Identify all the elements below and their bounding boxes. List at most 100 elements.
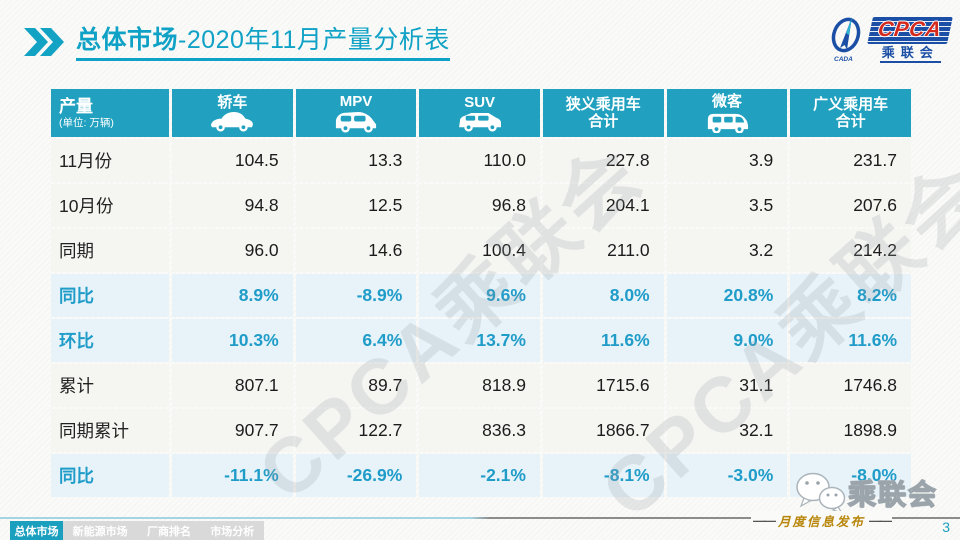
column-header-broad-total: 广义乘用车 合计 [790, 89, 911, 137]
table-cell: -3.0% [666, 454, 788, 497]
page-number: 3 [942, 519, 950, 535]
table-cell: 100.4 [419, 229, 540, 272]
table-cell: 9.6% [419, 274, 540, 317]
wechat-icon [796, 472, 846, 515]
table-cell: 8.2% [790, 274, 911, 317]
table-cell: 3.2 [666, 229, 788, 272]
table-cell: -11.1% [172, 454, 293, 497]
emblem-label: CADA [834, 56, 853, 63]
table-cell: 13.3 [295, 139, 417, 182]
wechat-logo-group: 乘联会 [794, 471, 938, 515]
table-cell: 907.7 [172, 409, 293, 452]
table-cell: 32.1 [666, 409, 788, 452]
table-cell: -8.1% [542, 454, 664, 497]
cpca-chinese-name: 乘联会 [879, 45, 941, 63]
cpca-emblem-icon: CADA [832, 17, 861, 63]
mpv-icon [296, 111, 417, 133]
row-label: 10月份 [51, 184, 169, 227]
table-cell: 204.1 [542, 184, 664, 227]
table-cell: 807.1 [172, 364, 293, 407]
row-label: 累计 [51, 364, 169, 407]
table-cell: 14.6 [295, 229, 417, 272]
bottom-nav: 总体市场 新能源市场 厂商排名 市场分析 [10, 521, 264, 540]
table-cell: 9.0% [666, 319, 788, 362]
table-row-highlight: 环比 10.3% 6.4% 13.7% 11.6% 9.0% 11.6% [51, 319, 911, 362]
table-cell: 94.8 [172, 184, 293, 227]
table-cell: 31.1 [666, 364, 788, 407]
table-cell: 10.3% [172, 319, 293, 362]
table-cell: 818.9 [419, 364, 540, 407]
table-row: 11月份 104.5 13.3 110.0 227.8 3.9 231.7 [51, 139, 911, 182]
table-row: 10月份 94.8 12.5 96.8 204.1 3.5 207.6 [51, 184, 911, 227]
table-cell: 1715.6 [542, 364, 664, 407]
page-title-rest: -2020年11月产量分析表 [178, 26, 450, 54]
column-header-mpv: MPV [295, 89, 417, 137]
table-cell: 3.9 [666, 139, 788, 182]
table-cell: 122.7 [295, 409, 417, 452]
table-cell: 231.7 [790, 139, 911, 182]
table-cell: 3.5 [666, 184, 788, 227]
dash-right: —— [869, 513, 892, 528]
row-label: 同期 [51, 229, 169, 272]
table-cell: 12.5 [295, 184, 417, 227]
row-label: 同比 [51, 274, 169, 317]
table-cell: 8.0% [542, 274, 664, 317]
cpca-wordmark: CPCA 乘联会 [867, 17, 953, 63]
cpca-logo: CADA CPCA 乘联会 [825, 16, 953, 64]
sedan-icon [172, 112, 293, 132]
table-cell: 11.6% [790, 319, 911, 362]
cpca-box: CPCA [867, 17, 953, 45]
column-header-suv: SUV [419, 89, 540, 137]
column-header-narrow-total: 狭义乘用车 合计 [542, 89, 664, 137]
table-row-highlight: 同比 -11.1% -26.9% -2.1% -8.1% -3.0% -8.0% [51, 454, 911, 497]
table-corner-cell: 产量 (单位: 万辆) [51, 89, 169, 137]
suv-icon [419, 112, 540, 132]
table-cell: -2.1% [419, 454, 540, 497]
table-cell: 227.8 [542, 139, 664, 182]
column-header-microvan: 微客 [666, 89, 788, 137]
double-chevron-icon [24, 28, 64, 56]
row-label: 同比 [51, 454, 169, 497]
table-cell: 96.0 [172, 229, 293, 272]
table-cell: 211.0 [542, 229, 664, 272]
table-cell: 11.6% [542, 319, 664, 362]
wechat-account-name: 乘联会 [847, 478, 939, 510]
nav-tab-overall-market[interactable]: 总体市场 [10, 521, 63, 540]
publish-label: —— 月度信息发布 —— [750, 511, 892, 530]
row-label: 环比 [51, 319, 169, 362]
table-cell: 1746.8 [790, 364, 911, 407]
table-cell: 89.7 [295, 364, 417, 407]
row-label: 11月份 [51, 139, 169, 182]
table-cell: -26.9% [295, 454, 417, 497]
nav-tab-oem-ranking[interactable]: 厂商排名 [146, 526, 191, 538]
table-row-highlight: 同比 8.9% -8.9% 9.6% 8.0% 20.8% 8.2% [51, 274, 911, 317]
nav-tab-market-analysis[interactable]: 市场分析 [210, 526, 255, 538]
table-cell: 207.6 [790, 184, 911, 227]
table-cell: 836.3 [419, 409, 540, 452]
nav-tab-group: 新能源市场 厂商排名 市场分析 [63, 521, 264, 540]
table-cell: 8.9% [172, 274, 293, 317]
table-cell: 214.2 [790, 229, 911, 272]
cpca-acronym: CPCA [877, 18, 944, 42]
table-cell: 104.5 [172, 139, 293, 182]
microvan-icon [667, 111, 788, 134]
page-title-section: 总体市场 [76, 26, 179, 54]
production-table: 产量 (单位: 万辆) 轿车 [48, 87, 914, 499]
table-unit: (单位: 万辆) [59, 117, 114, 130]
nav-tab-nev-market[interactable]: 新能源市场 [72, 526, 128, 538]
table-cell: 20.8% [666, 274, 788, 317]
table-row: 同期累计 907.7 122.7 836.3 1866.7 32.1 1898.… [51, 409, 911, 452]
table-row: 累计 807.1 89.7 818.9 1715.6 31.1 1746.8 [51, 364, 911, 407]
table-cell: 96.8 [419, 184, 540, 227]
table-cell: 1898.9 [790, 409, 911, 452]
table-cell: -8.9% [295, 274, 417, 317]
page-title: 总体市场-2020年11月产量分析表 [76, 26, 450, 61]
column-header-sedan: 轿车 [172, 89, 293, 137]
table-cell: 6.4% [295, 319, 417, 362]
table-cell: 13.7% [419, 319, 540, 362]
title-row: 总体市场-2020年11月产量分析表 [24, 26, 450, 61]
table-row: 同期 96.0 14.6 100.4 211.0 3.2 214.2 [51, 229, 911, 272]
table-cell: 1866.7 [542, 409, 664, 452]
row-label: 同期累计 [51, 409, 169, 452]
